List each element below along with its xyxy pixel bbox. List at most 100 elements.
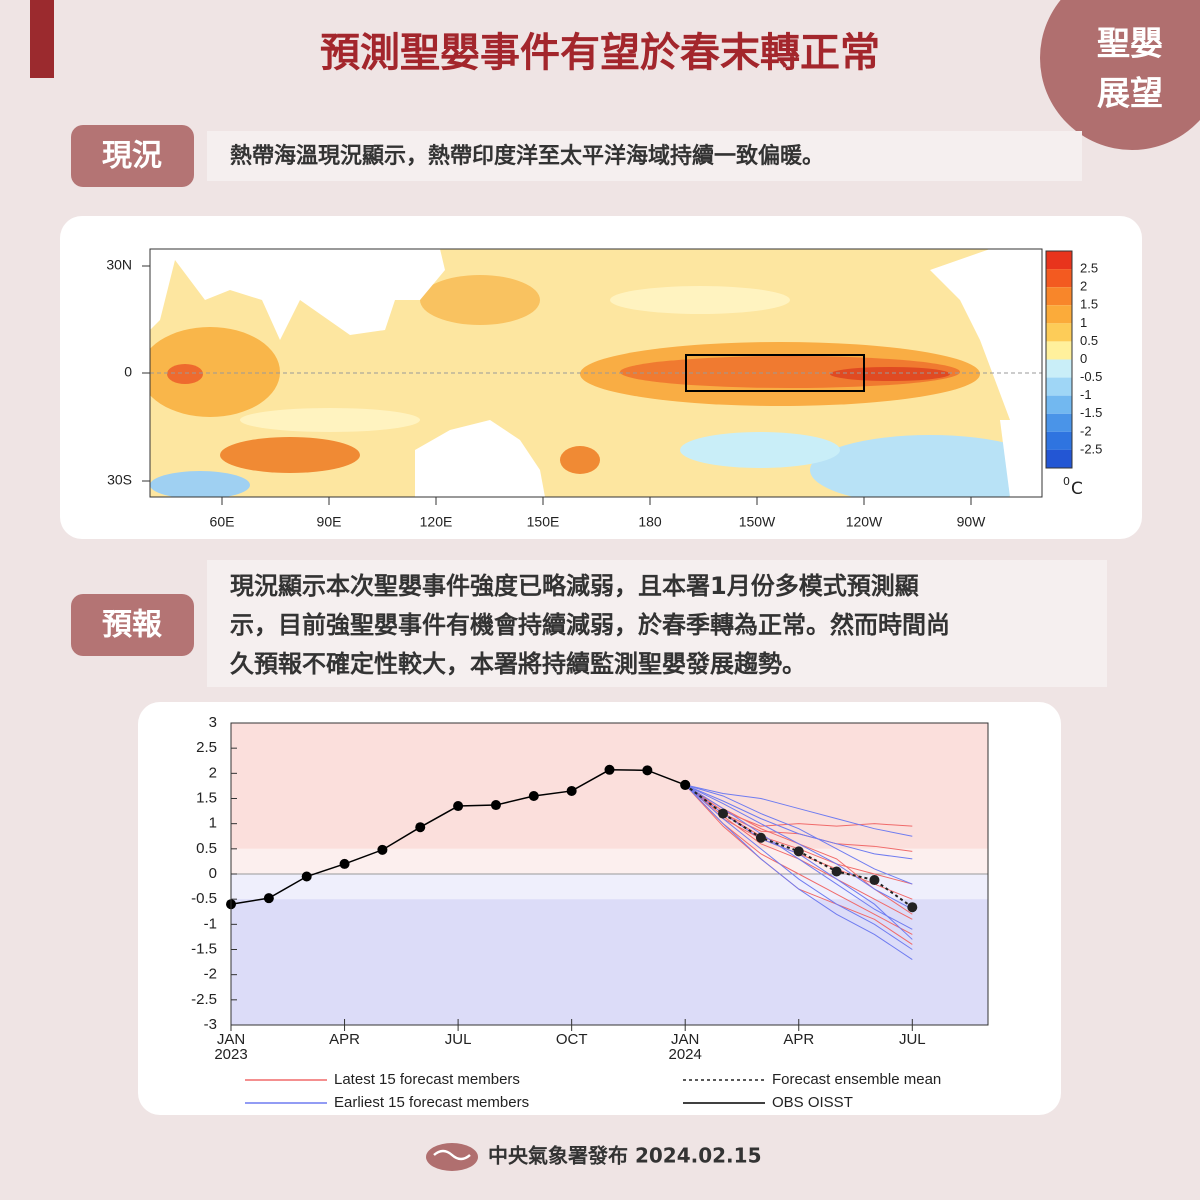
member-line [684, 784, 913, 910]
y-tick-label: 1 [209, 815, 217, 832]
lat-label: 30N [106, 257, 132, 273]
section-label: 預報 [102, 608, 163, 643]
point [907, 902, 918, 913]
band [231, 848, 988, 874]
x-tick-label: JAN 2024 [669, 1031, 702, 1063]
chart: -3 -2.5 -2 -1.5 -1 -0.5 0 0.5 1 1.5 2 2.5 3 JAN 2023 AP… [191, 714, 989, 1111]
plot-frame [230, 722, 989, 1026]
x-tick-label: APR [783, 1031, 814, 1048]
lon-label: 120E [420, 514, 453, 530]
point [566, 785, 577, 796]
sst-map [150, 249, 1042, 497]
point [490, 800, 501, 811]
lat-label: 30S [107, 472, 132, 488]
point [680, 779, 691, 790]
colorbar-cell [1046, 431, 1072, 450]
colorbar-cell [1046, 287, 1072, 306]
legend-label: Forecast ensemble mean [772, 1071, 941, 1088]
lon-label: 150E [527, 514, 560, 530]
lon-label: 60E [210, 514, 235, 530]
colorbar-label: 0 [1080, 351, 1087, 366]
colorbar-cell [1046, 413, 1072, 432]
y-tick-label: -3 [204, 1016, 217, 1033]
x-tick-label: JUL [899, 1031, 926, 1048]
nino-box [685, 354, 865, 392]
lon-label: 90W [957, 514, 987, 530]
section-label: 現況 [102, 139, 162, 174]
member-line [685, 784, 913, 860]
section-label-bg [71, 125, 194, 187]
member-line [684, 784, 913, 960]
y-tick-label: -2 [204, 966, 217, 983]
band [231, 874, 988, 900]
x-tick-label: JAN 2023 [214, 1031, 247, 1063]
point [301, 871, 312, 882]
section-text: 熱帶海溫現況顯示，熱帶印度洋至太平洋海域持續一致偏暖。 [230, 143, 824, 169]
point [377, 844, 388, 855]
colorbar-cell [1046, 251, 1072, 270]
colorbar-cell [1046, 377, 1072, 396]
page-title: 預測聖嬰事件有望於春末轉正常 [320, 30, 880, 76]
member-line [684, 784, 913, 950]
point [642, 765, 653, 776]
colorbar-label: 0.5 [1080, 333, 1098, 348]
lon-label: 120W [846, 514, 883, 530]
point [453, 801, 464, 812]
colorbar-label: -1 [1080, 387, 1092, 402]
point [415, 822, 426, 833]
map-axes: 30N 0 30S 60E 90E 120E 150E 180 150W 120W 90W 2.5 2 1… [106, 250, 1102, 530]
legend-label: OBS OISST [772, 1094, 853, 1111]
y-tick-label: -2.5 [191, 991, 217, 1008]
point [869, 875, 880, 886]
y-tick-label: 1.5 [196, 789, 217, 806]
lon-label: 150W [739, 514, 776, 530]
colorbar-cell [1046, 305, 1072, 324]
point [263, 893, 274, 904]
section-text: 久預報不確定性較大，本署將持續監測聖嬰發展趨勢。 [230, 650, 806, 678]
y-tick-label: 2 [209, 764, 217, 781]
legend-label: Latest 15 forecast members [334, 1071, 520, 1088]
y-tick-label: 0.5 [196, 840, 217, 857]
lat-label: 0 [124, 364, 132, 380]
y-tick-label: 3 [209, 714, 217, 731]
y-tick-label: -0.5 [191, 890, 217, 907]
section-label-bg [71, 594, 194, 656]
colorbar-cell [1046, 323, 1072, 342]
band [231, 899, 988, 1025]
point [528, 790, 539, 801]
colorbar-cell [1046, 341, 1072, 360]
x-tick-label: OCT [556, 1031, 588, 1048]
y-tick-label: -1 [204, 915, 217, 932]
member-line [684, 784, 913, 930]
point [793, 846, 804, 857]
colorbar-label: -2 [1080, 423, 1092, 438]
lon-label: 90E [317, 514, 342, 530]
x-tick-label: APR [329, 1031, 360, 1048]
badge [1040, 0, 1200, 150]
footer-text: 中央氣象署發布 2024.02.15 [488, 1144, 762, 1168]
text-box [207, 131, 1082, 181]
band [231, 723, 988, 849]
lon-label: 180 [638, 514, 662, 530]
logo [426, 1143, 478, 1171]
point [339, 858, 350, 869]
y-tick-label: 2.5 [196, 739, 217, 756]
badge-text: 聖嬰 [1097, 24, 1163, 63]
point [755, 832, 766, 843]
colorbar-cell [1046, 359, 1072, 378]
colorbar-label: -1.5 [1080, 405, 1102, 420]
colorbar-label: -2.5 [1080, 441, 1102, 456]
colorbar-cell [1046, 395, 1072, 414]
section-text: 示，目前強聖嬰事件有機會持續減弱，於春季轉為正常。然而時間尚 [230, 611, 950, 639]
member-line [685, 784, 913, 885]
section-text: 現況顯示本次聖嬰事件強度已略減弱，且本署1月份多模式預測顯 [230, 572, 919, 600]
y-tick-label: -1.5 [191, 940, 217, 957]
colorbar-label: 1.5 [1080, 297, 1098, 312]
colorbar-frame [1045, 250, 1073, 469]
point [604, 764, 615, 775]
accent-bar [30, 0, 54, 78]
x-tick-label: JUL [445, 1031, 472, 1048]
colorbar-cell [1046, 269, 1072, 288]
